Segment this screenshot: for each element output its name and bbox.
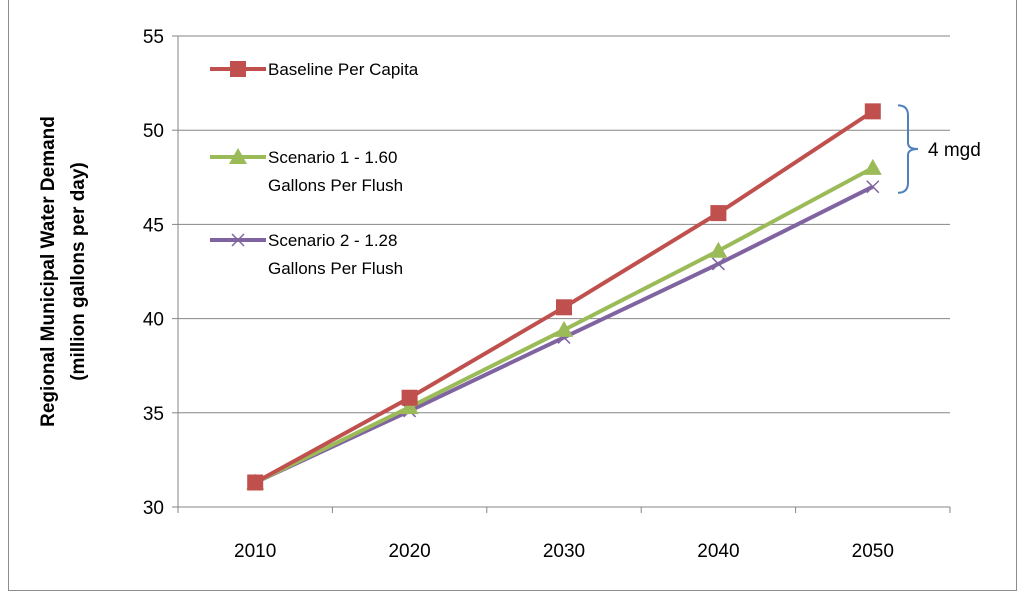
legend-marker-3 <box>231 233 245 247</box>
data-point <box>400 398 419 415</box>
data-point <box>556 299 572 316</box>
y-tick-label: 55 <box>143 27 164 48</box>
legend-marker-2 <box>229 148 247 164</box>
marker-stroke <box>231 233 245 247</box>
y-tick-labels: 30 35 40 45 50 55 <box>143 27 164 519</box>
data-point <box>864 103 881 120</box>
legend-label: Scenario 2 - 1.28 <box>268 231 397 250</box>
legend-label: Gallons Per Flush <box>268 259 403 278</box>
marker-stroke <box>866 180 880 194</box>
data-point <box>555 320 573 337</box>
y-tick-label: 30 <box>143 498 164 519</box>
x-tick-label: 2040 <box>697 541 739 562</box>
legend-label: Baseline Per Capita <box>268 60 419 79</box>
x-tick-label: 2020 <box>388 541 430 562</box>
annotation: 4 mgd <box>897 104 981 194</box>
y-tick-label: 50 <box>143 121 164 142</box>
legend: Baseline Per Capita Scenario 1 - 1.60 Gall… <box>210 60 419 278</box>
axes <box>172 35 951 513</box>
data-point <box>710 205 727 222</box>
chart-frame <box>8 0 1017 591</box>
annotation-label: 4 mgd <box>928 140 981 161</box>
legend-label: Gallons Per Flush <box>268 176 403 195</box>
y-axis-title-line2: (million gallons per day) <box>68 162 89 381</box>
data-point <box>401 389 418 406</box>
marker-stroke <box>711 257 725 271</box>
data-point <box>709 241 728 258</box>
data-point <box>863 158 882 175</box>
x-tick-label: 2010 <box>234 541 276 562</box>
series-layer <box>246 103 882 491</box>
data-point <box>866 180 880 194</box>
series-line-1 <box>254 109 874 485</box>
x-tick-label: 2030 <box>543 541 585 562</box>
y-tick-label: 45 <box>143 215 164 236</box>
y-tick-label: 35 <box>143 404 164 425</box>
y-tick-label: 40 <box>143 310 164 331</box>
data-point <box>711 257 725 271</box>
legend-marker-1 <box>230 61 246 77</box>
y-axis-title-line1: Regional Municipal Water Demand <box>38 116 59 427</box>
annotation-bracket <box>897 104 919 194</box>
y-axis-title: Regional Municipal Water Demand (million … <box>38 116 89 427</box>
legend-label: Scenario 1 - 1.60 <box>268 148 397 167</box>
x-tick-label: 2050 <box>852 541 894 562</box>
x-tick-labels: 2010 2020 2030 2040 2050 <box>234 541 894 562</box>
data-point <box>247 474 264 491</box>
